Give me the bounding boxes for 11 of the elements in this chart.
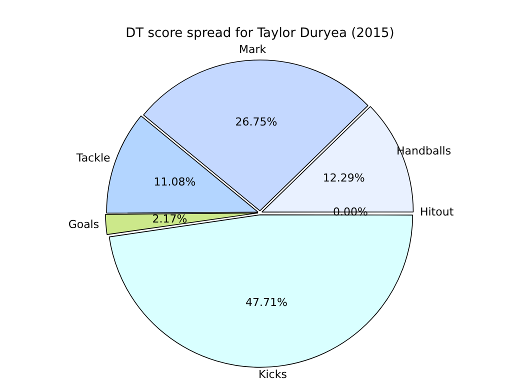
chart-title: DT score spread for Taylor Duryea (2015) <box>126 26 394 42</box>
data-label: 26.75% <box>235 115 278 128</box>
slice-label: Goals <box>68 218 100 231</box>
data-label: 12.29% <box>322 172 365 185</box>
data-label: 2.17% <box>152 212 188 226</box>
data-label: 11.08% <box>154 175 196 188</box>
slice-label: Tackle <box>75 151 111 164</box>
slice-label: Kicks <box>258 368 288 382</box>
data-label: 47.71% <box>246 296 288 309</box>
slice-label: Mark <box>239 43 267 56</box>
category-label: Hitout <box>420 206 454 219</box>
